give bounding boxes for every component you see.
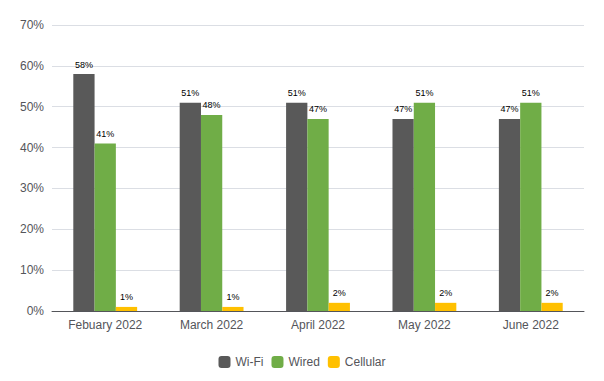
svg-text:47%: 47% [394, 104, 412, 114]
svg-text:Cellular: Cellular [345, 355, 386, 369]
svg-text:May 2022: May 2022 [398, 318, 451, 332]
svg-text:60%: 60% [20, 59, 44, 73]
svg-text:June 2022: June 2022 [503, 318, 559, 332]
svg-text:March 2022: March 2022 [180, 318, 244, 332]
svg-text:Febuary 2022: Febuary 2022 [68, 318, 142, 332]
svg-text:20%: 20% [20, 222, 44, 236]
svg-text:70%: 70% [20, 18, 44, 32]
svg-text:51%: 51% [181, 88, 199, 98]
svg-text:51%: 51% [288, 88, 306, 98]
svg-text:Wired: Wired [288, 355, 319, 369]
svg-text:10%: 10% [20, 263, 44, 277]
svg-text:2%: 2% [439, 288, 452, 298]
svg-text:47%: 47% [309, 104, 327, 114]
svg-text:58%: 58% [75, 60, 93, 70]
svg-text:2%: 2% [333, 288, 346, 298]
svg-text:Wi-Fi: Wi-Fi [235, 355, 263, 369]
svg-text:41%: 41% [96, 129, 114, 139]
svg-text:40%: 40% [20, 141, 44, 155]
svg-text:1%: 1% [120, 292, 133, 302]
svg-text:51%: 51% [522, 88, 540, 98]
svg-text:50%: 50% [20, 100, 44, 114]
svg-text:48%: 48% [203, 100, 221, 110]
svg-text:30%: 30% [20, 181, 44, 195]
svg-text:0%: 0% [27, 304, 45, 318]
svg-text:2%: 2% [546, 288, 559, 298]
svg-text:April 2022: April 2022 [291, 318, 345, 332]
svg-text:1%: 1% [226, 292, 239, 302]
svg-text:47%: 47% [501, 104, 519, 114]
svg-text:51%: 51% [415, 88, 433, 98]
